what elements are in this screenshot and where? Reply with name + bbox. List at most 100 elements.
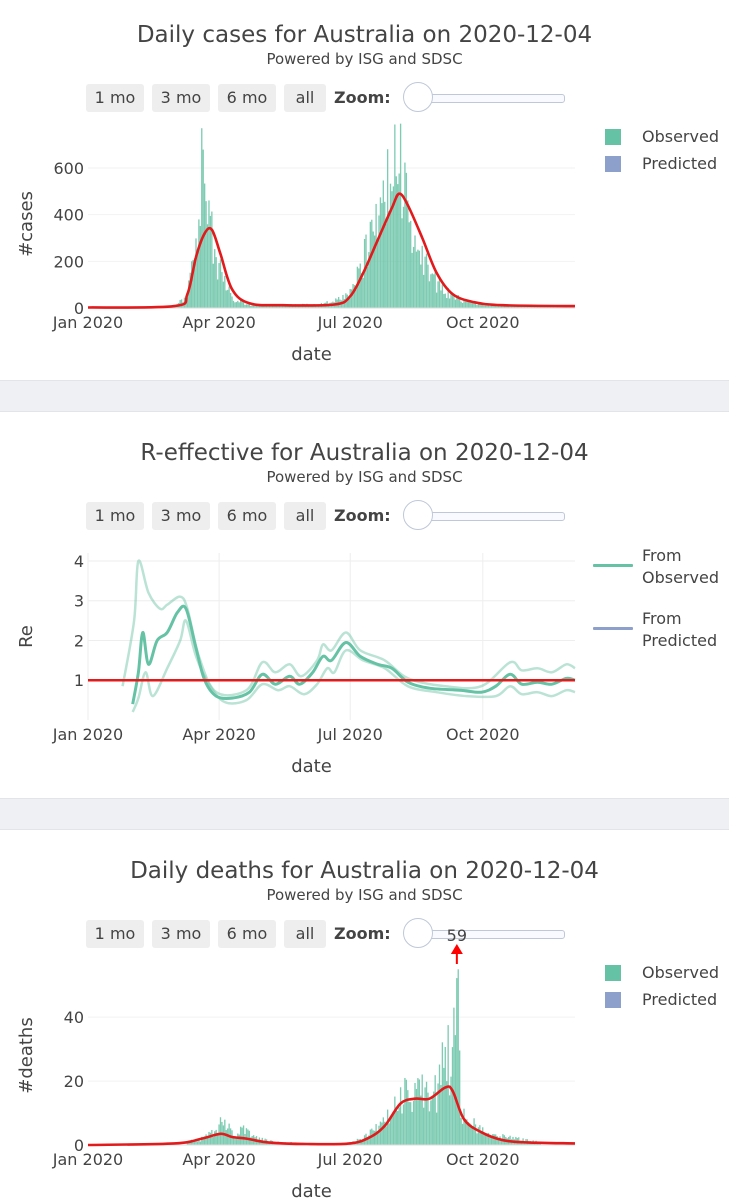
range-3mo-button[interactable]: 3 mo <box>152 920 210 948</box>
range-6mo-button[interactable]: 6 mo <box>218 920 276 948</box>
observed-bar <box>238 1134 240 1145</box>
from-observed-line <box>131 604 576 705</box>
zoom-slider-handle[interactable] <box>403 918 433 948</box>
observed-bar <box>533 306 536 308</box>
observed-bar <box>375 203 377 308</box>
observed-bar <box>454 1035 457 1145</box>
re-chart-panel: R-effective for Australia on 2020-12-04 … <box>0 418 729 798</box>
observed-bar <box>257 305 259 308</box>
observed-bar <box>422 274 425 308</box>
y-axis-title: #deaths <box>16 1017 37 1093</box>
observed-bar <box>446 298 448 308</box>
observed-bar <box>414 235 416 308</box>
chart-title: Daily deaths for Australia on 2020-12-04 <box>130 858 599 884</box>
observed-bar <box>492 304 494 308</box>
observed-bar <box>260 305 262 308</box>
observed-bar <box>435 292 438 308</box>
observed-bar <box>268 306 271 308</box>
observed-bar <box>392 186 395 308</box>
observed-bar <box>456 978 458 1145</box>
range-1mo-button[interactable]: 1 mo <box>86 502 144 530</box>
observed-bar <box>219 1117 222 1145</box>
observed-bar <box>382 1117 384 1145</box>
x-tick-label: Jan 2020 <box>52 1150 123 1169</box>
legend-predicted-label[interactable]: Predicted <box>642 990 718 1009</box>
zoom-slider-handle[interactable] <box>403 82 433 112</box>
observed-bar <box>286 306 288 308</box>
observed-bar <box>195 1138 197 1145</box>
range-3mo-button[interactable]: 3 mo <box>152 502 210 530</box>
observed-bar <box>453 1007 455 1145</box>
observed-bar <box>496 1136 498 1145</box>
observed-bar <box>307 305 310 308</box>
observed-bar <box>399 1087 402 1145</box>
legend-from-observed-label[interactable]: From Observed <box>642 546 719 587</box>
observed-bar <box>350 289 353 308</box>
x-tick-label: Jul 2020 <box>317 1150 383 1169</box>
observed-bar <box>211 1129 213 1145</box>
observed-bar <box>567 306 569 308</box>
observed-bar <box>461 302 464 308</box>
observed-bar <box>196 249 199 308</box>
panel-separator <box>0 798 729 830</box>
y-tick-label: 0 <box>74 1136 84 1155</box>
observed-bar <box>232 1135 235 1145</box>
observed-bar <box>399 123 402 308</box>
observed-bar <box>421 1074 423 1145</box>
x-tick-label: Apr 2020 <box>182 725 255 744</box>
range-3mo-button[interactable]: 3 mo <box>152 84 210 112</box>
observed-bar <box>300 305 302 308</box>
range-6mo-button[interactable]: 6 mo <box>218 84 276 112</box>
observed-bar <box>477 303 480 308</box>
observed-bar <box>186 1142 189 1145</box>
range-all-button[interactable]: all <box>284 920 326 948</box>
observed-bar <box>395 176 397 308</box>
observed-bar <box>186 297 189 308</box>
observed-bar <box>254 305 256 308</box>
observed-bar <box>558 306 560 308</box>
observed-bar <box>435 1112 438 1145</box>
observed-bar <box>374 1130 376 1145</box>
observed-bar <box>263 305 265 308</box>
observed-bar <box>251 305 253 308</box>
fit-line <box>87 1085 576 1147</box>
observed-bar <box>205 1134 207 1145</box>
legend-observed-label[interactable]: Observed <box>642 127 719 146</box>
range-all-button[interactable]: all <box>284 84 326 112</box>
x-tick-label: Jan 2020 <box>52 313 123 332</box>
observed-bar <box>188 280 190 308</box>
observed-bar <box>349 289 351 308</box>
observed-bar <box>227 289 229 308</box>
observed-bar <box>376 242 379 308</box>
zoom-slider-handle[interactable] <box>403 500 433 530</box>
observed-bar <box>208 1131 210 1145</box>
cases-chart-panel: Daily cases for Australia on 2020-12-04 … <box>0 0 729 380</box>
observed-bar <box>415 1088 418 1145</box>
observed-bar <box>234 1137 236 1145</box>
legend-from-predicted-label[interactable]: From Predicted <box>642 609 718 650</box>
observed-bar <box>240 299 242 308</box>
observed-bar <box>467 1122 469 1145</box>
observed-bar <box>274 306 276 308</box>
observed-bar <box>245 304 248 308</box>
range-6mo-button[interactable]: 6 mo <box>218 502 276 530</box>
observed-bar <box>536 306 539 308</box>
range-1mo-button[interactable]: 1 mo <box>86 84 144 112</box>
legend-predicted-label[interactable]: Predicted <box>642 154 718 173</box>
observed-bar <box>202 1136 204 1145</box>
observed-bar <box>431 273 433 308</box>
observed-bar <box>434 1075 436 1145</box>
observed-bar <box>372 231 374 308</box>
observed-bar <box>460 1117 462 1145</box>
range-all-button[interactable]: all <box>284 502 326 530</box>
observed-bar <box>490 1135 493 1145</box>
range-1mo-button[interactable]: 1 mo <box>86 920 144 948</box>
observed-bar <box>381 1122 383 1145</box>
observed-bar <box>405 172 408 308</box>
zoom-label: Zoom: <box>334 88 391 107</box>
observed-bar <box>457 295 459 308</box>
observed-bar <box>198 219 200 308</box>
observed-bar <box>361 1140 363 1145</box>
observed-bar <box>379 197 382 308</box>
legend-observed-label[interactable]: Observed <box>642 963 719 982</box>
